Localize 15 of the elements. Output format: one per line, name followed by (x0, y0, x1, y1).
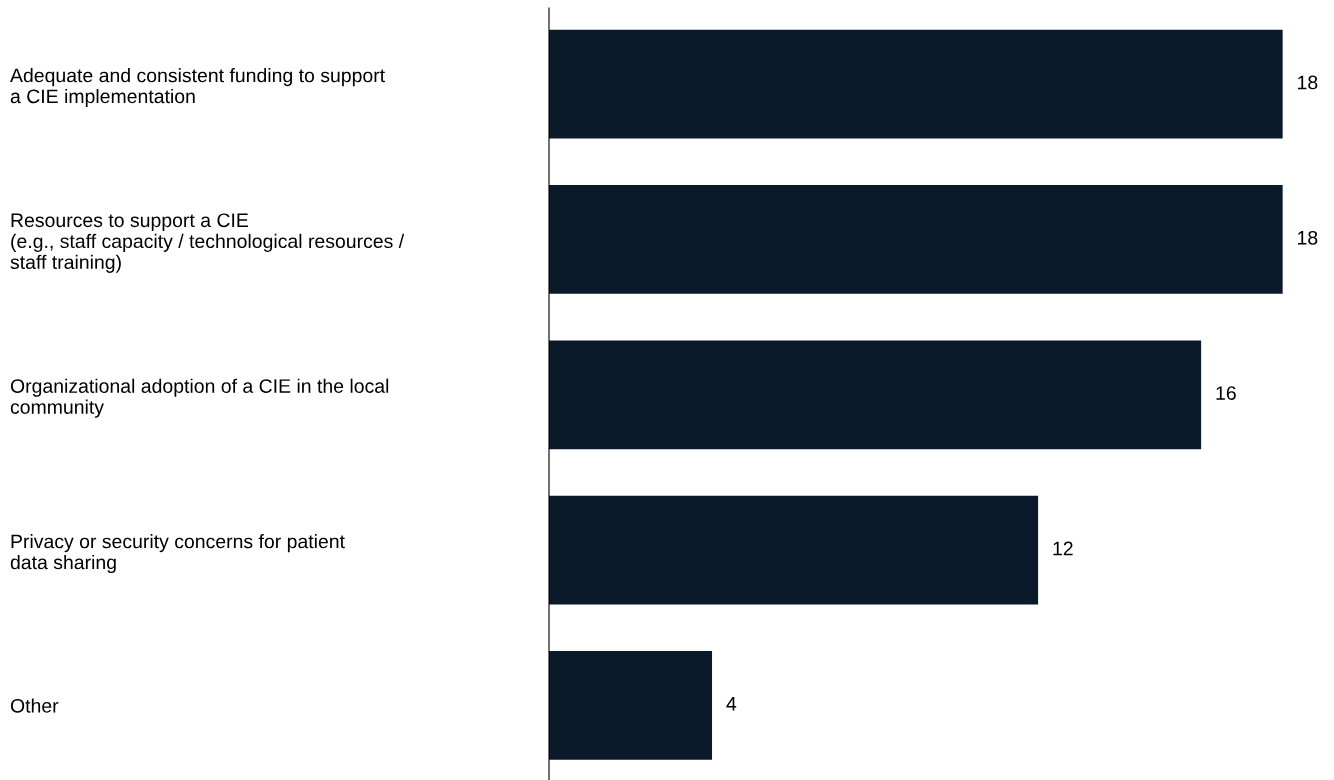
data-label: 12 (1053, 541, 1073, 556)
y-tick-label: Other (10, 698, 59, 713)
bar (549, 495, 1039, 605)
y-tick-label: Organizational adoption of a CIE in the local community (10, 378, 389, 418)
data-label: 4 (726, 697, 737, 711)
bar (549, 185, 1283, 294)
y-tick-label: Privacy or security concerns for patient data sharing (10, 534, 345, 574)
data-label: 18 (1298, 75, 1318, 90)
bar (549, 340, 1202, 450)
data-label: 16 (1216, 386, 1236, 400)
y-tick-label: Adequate and consistent funding to support a CIE implementation (10, 68, 385, 108)
y-tick-label: Resources to support a CIE (e.g., staff capacity / technological resources / staff training) (10, 213, 405, 273)
bar (549, 651, 713, 760)
bar (549, 29, 1283, 139)
data-label: 18 (1298, 230, 1318, 245)
